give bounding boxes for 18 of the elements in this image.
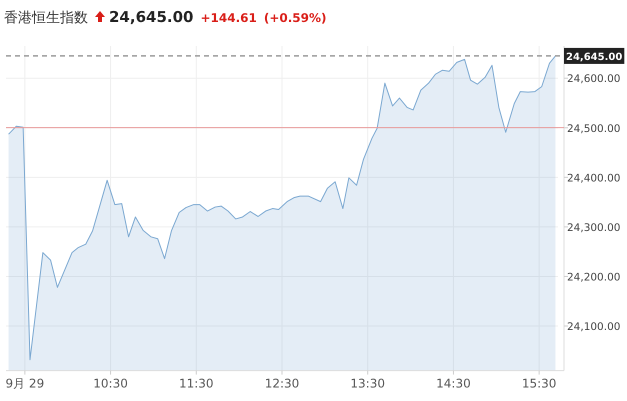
x-tick-label: 12:30 <box>264 376 300 391</box>
x-tick-label: 10:30 <box>93 376 128 391</box>
chart-title: 香港恒生指数 <box>4 10 88 26</box>
text: (+0.59%) <box>264 11 326 25</box>
x-tick-label: 15:30 <box>522 376 556 391</box>
y-tick-label: 24,100.00 <box>567 321 620 333</box>
x-tick-label: 11:30 <box>178 376 214 391</box>
text: +144.61 <box>200 11 257 25</box>
ref-line-label: 24,645.00 <box>566 52 622 63</box>
x-tick-label: 9月 29 <box>6 376 44 391</box>
y-tick-label: 24,500.00 <box>567 122 620 135</box>
y-tick-label: 24,600.00 <box>567 73 620 86</box>
y-tick-label: 24,200.00 <box>567 271 620 284</box>
x-tick-label: 13:30 <box>350 376 386 391</box>
text: 24,645.00 <box>109 8 194 26</box>
x-tick-label: 14:30 <box>436 376 471 391</box>
y-tick-label: 24,400.00 <box>567 172 620 184</box>
y-tick-label: 24,300.00 <box>567 222 620 234</box>
